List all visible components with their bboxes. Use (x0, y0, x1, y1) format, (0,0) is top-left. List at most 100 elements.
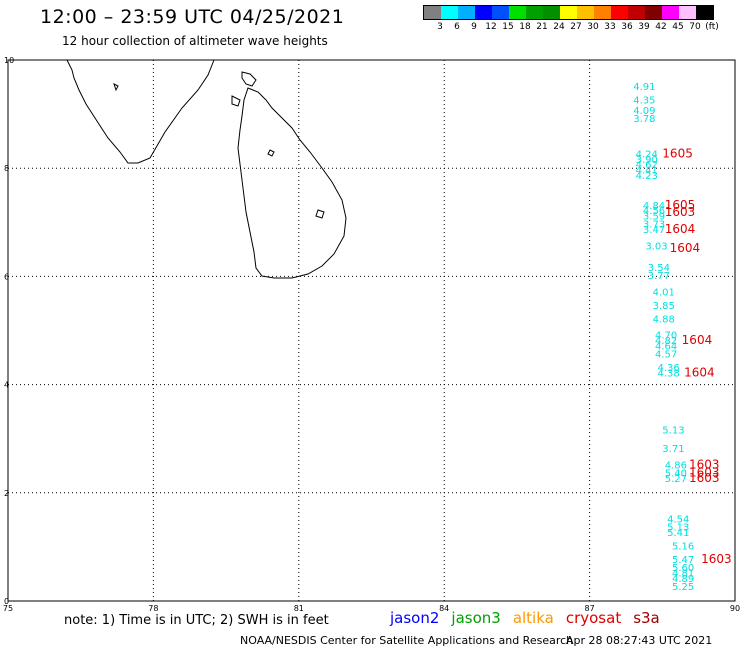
coastline (66, 59, 347, 279)
pass-label: 1603 (665, 205, 696, 219)
legend-label: 36 (621, 22, 633, 32)
legend-label: 24 (553, 22, 565, 32)
pass-label: 1604 (684, 365, 715, 379)
swh-reading: 5.60 (672, 563, 694, 574)
pass-labels: 1605160516031604160416041604160316031603… (662, 146, 731, 566)
swh-reading: 4.86 (665, 460, 687, 471)
legend-label: 6 (454, 22, 460, 32)
y-tick-label: 4 (4, 381, 9, 390)
swh-reading: 4.23 (636, 171, 658, 182)
map-title: 12:00 – 23:59 UTC 04/25/2021 (40, 6, 345, 28)
swh-reading: 5.27 (665, 474, 687, 485)
swh-reading: 4.89 (672, 574, 694, 585)
map-grid (8, 60, 735, 601)
swh-reading: 5.41 (667, 528, 689, 539)
swh-reading: 4.01 (653, 287, 675, 298)
x-tick-label: 90 (730, 604, 740, 613)
legend-swatch (662, 6, 679, 19)
pass-label: 1603 (701, 552, 732, 566)
legend-swatch (475, 6, 492, 19)
swh-reading: 4.38 (657, 368, 679, 379)
satellite-cryosat: cryosat (565, 609, 622, 627)
legend-swatch (492, 6, 509, 19)
satellite-altika: altika (512, 609, 554, 627)
legend-label: 18 (519, 22, 531, 32)
legend-swatch (441, 6, 458, 19)
swh-reading: 4.57 (655, 350, 677, 361)
generated-timestamp: Apr 28 08:27:43 UTC 2021 (566, 634, 713, 647)
swh-readings: 4.91 4.354.093.78 4.243.904.624.414.23 4.84… (633, 82, 694, 593)
footer-note: note: 1) Time is in UTC; 2) SWH is in fe… (64, 613, 329, 628)
pass-label: 1604 (670, 241, 701, 255)
legend-swatch (458, 6, 475, 19)
pass-label: 1603 (689, 457, 720, 471)
legend-label: 12 (485, 22, 497, 32)
swh-reading: 5.13 (662, 425, 684, 436)
swh-reading: 5.47 (672, 555, 694, 566)
x-tick-label: 78 (148, 604, 158, 613)
legend-label: 30 (587, 22, 599, 32)
satellite-jason2: jason2 (390, 609, 440, 627)
swh-reading: 3.90 (636, 155, 658, 166)
sri-lanka-coastline (237, 87, 347, 279)
mannar-island (231, 95, 241, 107)
map-subtitle: 12 hour collection of altimeter wave hei… (62, 34, 328, 48)
swh-reading: 3.85 (653, 301, 675, 312)
swh-reading: 3.03 (645, 241, 667, 252)
y-tick-label: 10 (4, 56, 14, 65)
legend-swatch (611, 6, 628, 19)
legend-label: (ft) (705, 22, 719, 32)
swh-reading: 4.82 (655, 336, 677, 347)
legend-label: 3 (437, 22, 443, 32)
swh-reading: 4.62 (636, 160, 658, 171)
swh-reading: 3.47 (643, 225, 665, 236)
islet (267, 149, 275, 157)
axis-tick-labels: 75 78 81 84 87 90 0 2 4 6 8 10 (3, 56, 740, 613)
pass-label: 1604 (665, 222, 696, 236)
y-tick-label: 8 (4, 164, 9, 173)
legend-label: 27 (570, 22, 582, 32)
x-tick-label: 87 (585, 604, 595, 613)
pass-label: 1605 (665, 198, 696, 212)
swh-reading: 4.56 (643, 206, 665, 217)
pass-label: 1605 (662, 146, 693, 160)
credit-text: NOAA/NESDIS Center for Satellite Applica… (240, 634, 574, 647)
pass-label: 1604 (682, 333, 713, 347)
swh-reading: 4.09 (633, 106, 655, 117)
y-tick-label: 2 (4, 489, 9, 498)
swh-reading: 3.78 (633, 114, 655, 125)
swh-reading: 4.64 (655, 341, 677, 352)
swh-reading: 4.41 (636, 166, 658, 177)
x-tick-label: 81 (294, 604, 304, 613)
legend-swatch (594, 6, 611, 19)
legend-swatch (543, 6, 560, 19)
legend-swatch (509, 6, 526, 19)
y-tick-label: 6 (4, 272, 9, 281)
legend-label: 15 (502, 22, 514, 32)
satellite-jason3: jason3 (451, 609, 501, 627)
legend-swatch (526, 6, 543, 19)
map-frame (7, 59, 736, 602)
legend-label: 45 (672, 22, 684, 32)
swh-reading: 3.54 (648, 263, 670, 274)
swh-reading: 3.77 (648, 271, 670, 282)
swh-reading: 3.71 (662, 444, 684, 455)
legend-swatch (628, 6, 645, 19)
color-legend: 3 6 9 12 15 18 21 24 27 30 33 36 39 42 45 70 (ft) (423, 5, 719, 32)
legend-swatch (696, 6, 713, 19)
legend-label: 33 (604, 22, 616, 32)
swh-reading: 5.40 (665, 469, 687, 480)
legend-label: 70 (689, 22, 701, 32)
x-tick-label: 75 (3, 604, 13, 613)
legend-label: 42 (655, 22, 667, 32)
islet (113, 83, 119, 92)
legend-color-bar (423, 5, 714, 20)
swh-reading: 5.25 (672, 582, 694, 593)
swh-reading: 4.88 (653, 314, 675, 325)
swh-reading: 4.84 (643, 201, 665, 212)
legend-swatch (577, 6, 594, 19)
swh-reading: 3.59 (643, 212, 665, 223)
satellite-s3a: s3a (633, 609, 660, 627)
pass-label: 1603 (689, 466, 720, 480)
